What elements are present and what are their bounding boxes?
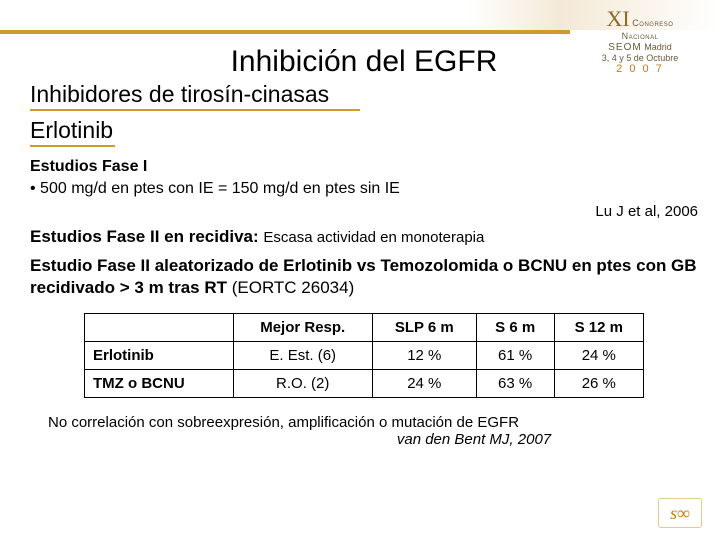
cell: 24 % [372, 370, 476, 398]
col-slp6: SLP 6 m [372, 314, 476, 342]
subtitle-underline [30, 109, 360, 111]
cell: 24 % [554, 342, 643, 370]
cell-arm: Erlotinib [85, 342, 234, 370]
phase2-text: Escasa actividad en monoterapia [263, 229, 484, 246]
results-table: Mejor Resp. SLP 6 m S 6 m S 12 m Erlotin… [84, 313, 644, 398]
slide-title: Inhibición del EGFR [30, 45, 698, 79]
footnote: No correlación con sobreexpresión, ampli… [48, 414, 698, 431]
table-body: Erlotinib E. Est. (6) 12 % 61 % 24 % TMZ… [85, 342, 644, 398]
col-blank [85, 314, 234, 342]
col-s12: S 12 m [554, 314, 643, 342]
logo-line2: Nacional [622, 31, 659, 41]
table-header-row: Mejor Resp. SLP 6 m S 6 m S 12 m [85, 314, 644, 342]
slide-content: Inhibición del EGFR Inhibidores de tiros… [30, 45, 698, 448]
table-row: TMZ o BCNU R.O. (2) 24 % 63 % 26 % [85, 370, 644, 398]
seom-corner-logo: s∞ [658, 498, 702, 528]
logo-line1: Congreso [632, 18, 673, 28]
phase1-citation: Lu J et al, 2006 [30, 202, 698, 221]
col-s6: S 6 m [476, 314, 554, 342]
cell-arm: TMZ o BCNU [85, 370, 234, 398]
cell: 63 % [476, 370, 554, 398]
table-row: Erlotinib E. Est. (6) 12 % 61 % 24 % [85, 342, 644, 370]
drug-name: Erlotinib [30, 117, 698, 144]
phase2-label: Estudios Fase II en recidiva: [30, 227, 259, 246]
logo-roman: XI [607, 6, 630, 31]
cell: 26 % [554, 370, 643, 398]
table-head: Mejor Resp. SLP 6 m S 6 m S 12 m [85, 314, 644, 342]
foot-citation: van den Bent MJ, 2007 [250, 431, 698, 448]
study-bold: Estudio Fase II aleatorizado de Erlotini… [30, 256, 697, 297]
phase2-line: Estudios Fase II en recidiva: Escasa act… [30, 227, 698, 247]
cell: 61 % [476, 342, 554, 370]
study-paren: (EORTC 26034) [232, 278, 355, 297]
randomized-study: Estudio Fase II aleatorizado de Erlotini… [30, 255, 698, 299]
accent-line [0, 30, 570, 34]
cell: E. Est. (6) [233, 342, 372, 370]
col-resp: Mejor Resp. [233, 314, 372, 342]
phase1-heading: Estudios Fase I [30, 157, 698, 177]
cell: 12 % [372, 342, 476, 370]
slide-subtitle: Inhibidores de tirosín-cinasas [30, 81, 698, 108]
phase1-bullet: • 500 mg/d en ptes con IE = 150 mg/d en … [30, 179, 698, 199]
cell: R.O. (2) [233, 370, 372, 398]
drug-underline [30, 145, 115, 147]
